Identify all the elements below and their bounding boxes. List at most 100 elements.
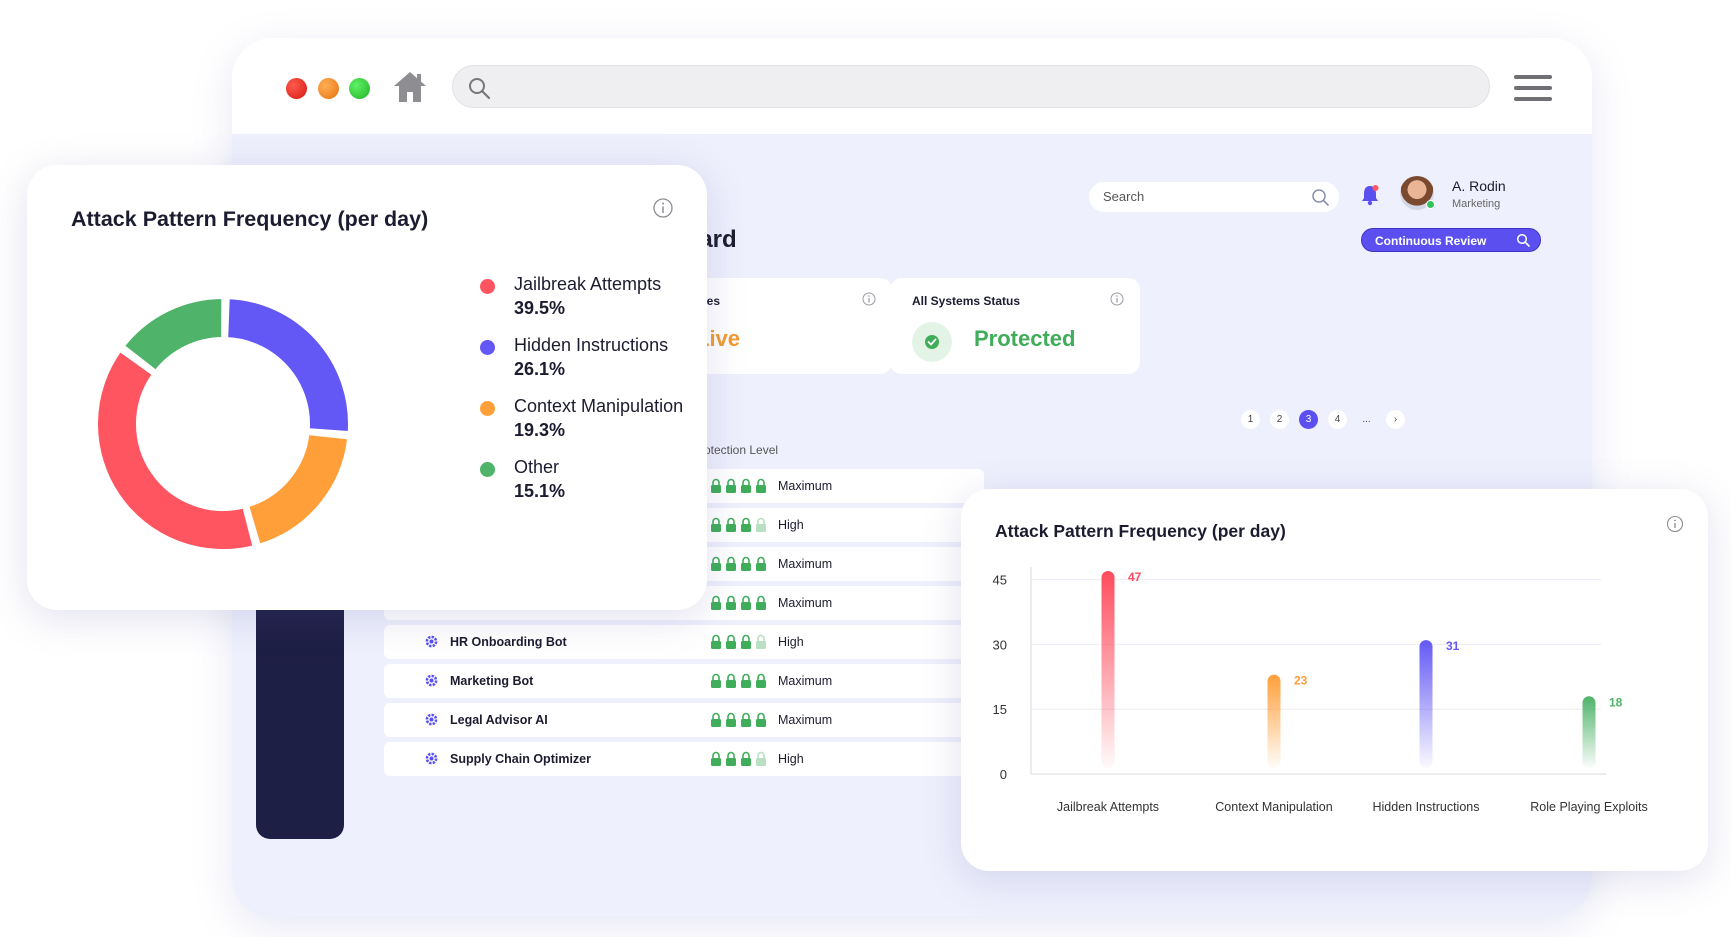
- online-indicator: [1426, 200, 1435, 209]
- legend-percent: 26.1%: [514, 359, 566, 379]
- donut-chart: [94, 295, 352, 553]
- protection-level-header: Protection Level: [692, 443, 779, 457]
- info-icon[interactable]: [652, 197, 674, 219]
- lock-icon: [755, 751, 767, 769]
- donut-chart-card: Attack Pattern Frequency (per day) Jailb…: [27, 165, 707, 610]
- lock-icon: [725, 751, 737, 769]
- lock-icon: [710, 634, 722, 652]
- systems-status-title: All Systems Status: [912, 294, 1021, 308]
- legend-dot: [480, 340, 495, 355]
- y-tick-label: 0: [1000, 767, 1007, 782]
- window-close-button[interactable]: [286, 78, 307, 99]
- gear-icon: [425, 674, 438, 687]
- home-icon[interactable]: [392, 70, 428, 104]
- lock-icon: [755, 478, 767, 496]
- protection-locks: [710, 595, 767, 613]
- protection-locks: [710, 673, 767, 691]
- lock-icon: [725, 673, 737, 691]
- table-row[interactable]: Marketing Bot Maximum: [384, 664, 984, 698]
- lock-icon: [740, 751, 752, 769]
- info-icon[interactable]: [862, 292, 876, 306]
- legend-percent: 15.1%: [514, 481, 566, 501]
- donut-slice-hidden-instructions[interactable]: [224, 295, 352, 436]
- protection-locks: [710, 634, 767, 652]
- row-protection-level: Maximum: [778, 674, 833, 688]
- bell-icon[interactable]: [1360, 184, 1380, 206]
- legend-item[interactable]: Other 15.1%: [452, 456, 683, 517]
- protection-locks: [710, 517, 767, 535]
- row-protection-level: High: [778, 635, 804, 649]
- lock-icon: [740, 478, 752, 496]
- pagination-page-1[interactable]: 1: [1241, 410, 1260, 429]
- lock-icon: [755, 595, 767, 613]
- pagination-page-3[interactable]: 3: [1299, 410, 1318, 429]
- window-minimize-button[interactable]: [318, 78, 339, 99]
- row-protection-level: High: [778, 518, 804, 532]
- x-tick-label: Hidden Instructions: [1372, 800, 1479, 814]
- donut-slice-context-manipulation[interactable]: [244, 430, 352, 549]
- bar[interactable]: [1267, 674, 1281, 768]
- donut-slice-jailbreak-attempts[interactable]: [94, 346, 258, 553]
- systems-status-value: Protected: [974, 326, 1076, 351]
- legend-percent: 39.5%: [514, 298, 566, 318]
- legend-item[interactable]: Jailbreak Attempts 39.5%: [452, 273, 683, 334]
- protection-locks: [710, 751, 767, 769]
- pagination-next-button[interactable]: ›: [1386, 410, 1405, 429]
- lock-icon: [755, 556, 767, 574]
- legend-item[interactable]: Hidden Instructions 26.1%: [452, 334, 683, 395]
- y-tick-label: 45: [993, 573, 1007, 588]
- lock-icon: [725, 595, 737, 613]
- lock-icon: [740, 595, 752, 613]
- bar-value-label: 18: [1609, 695, 1623, 709]
- donut-slice-other[interactable]: [119, 295, 226, 375]
- bar-chart-card: 0 15 30 45 47 Jailbreak Attempts 23 Context Man…: [961, 489, 1708, 871]
- user-role: Marketing: [1452, 198, 1501, 210]
- menu-icon[interactable]: [1514, 75, 1552, 103]
- row-name: Supply Chain Optimizer: [450, 752, 591, 766]
- legend-dot: [480, 279, 495, 294]
- bar-value-label: 47: [1128, 570, 1142, 584]
- window-maximize-button[interactable]: [349, 78, 370, 99]
- bar[interactable]: [1419, 640, 1433, 768]
- pagination-page-2[interactable]: 2: [1270, 410, 1289, 429]
- table-row[interactable]: Legal Advisor AI Maximum: [384, 703, 984, 737]
- table-row[interactable]: HR Onboarding Bot High: [384, 625, 984, 659]
- legend-item[interactable]: Context Manipulation 19.3%: [452, 395, 683, 456]
- row-name: Legal Advisor AI: [450, 713, 548, 727]
- lock-icon: [710, 673, 722, 691]
- legend-name: Context Manipulation: [514, 396, 684, 416]
- protection-locks: [710, 712, 767, 730]
- donut-legend: Jailbreak Attempts 39.5% Hidden Instruct…: [452, 273, 683, 517]
- legend-name: Jailbreak Attempts: [514, 274, 662, 294]
- lock-icon: [740, 517, 752, 535]
- bar[interactable]: [1101, 571, 1115, 768]
- info-icon[interactable]: [1666, 515, 1684, 533]
- lock-icon: [725, 556, 737, 574]
- protection-locks: [710, 478, 767, 496]
- legend-percent: 19.3%: [514, 420, 566, 440]
- y-tick-label: 30: [993, 637, 1007, 652]
- lock-icon: [710, 712, 722, 730]
- table-row[interactable]: Supply Chain Optimizer High: [384, 742, 984, 776]
- protection-locks: [710, 556, 767, 574]
- bar[interactable]: [1582, 696, 1596, 768]
- lock-icon: [755, 712, 767, 730]
- y-tick-label: 15: [993, 702, 1007, 717]
- info-icon[interactable]: [1110, 292, 1124, 306]
- row-protection-level: Maximum: [778, 479, 833, 493]
- lock-icon: [710, 556, 722, 574]
- row-protection-level: Maximum: [778, 713, 833, 727]
- gear-icon: [425, 713, 438, 726]
- legend-dot: [480, 462, 495, 477]
- app-search-input[interactable]: Search: [1089, 182, 1339, 212]
- lock-icon: [710, 751, 722, 769]
- gear-icon: [425, 752, 438, 765]
- pagination-page-4[interactable]: 4: [1328, 410, 1347, 429]
- gear-icon: [425, 635, 438, 648]
- address-bar[interactable]: [452, 65, 1490, 108]
- avatar[interactable]: [1400, 176, 1435, 210]
- check-circle-icon: [912, 322, 952, 362]
- search-icon: [1516, 233, 1530, 247]
- lock-icon: [740, 634, 752, 652]
- continuous-review-button[interactable]: Continuous Review: [1361, 228, 1541, 252]
